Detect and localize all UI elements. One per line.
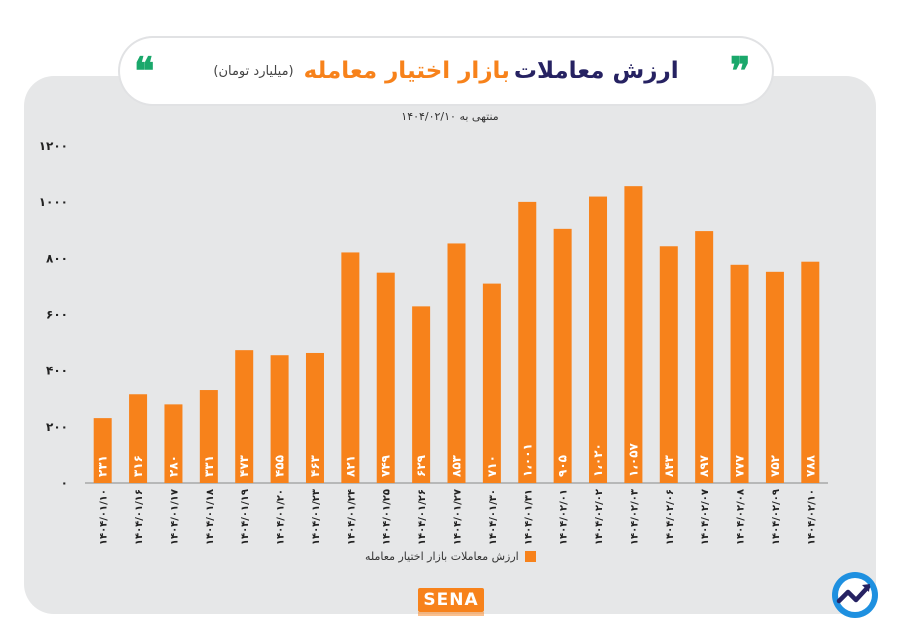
bar-value-label: ۱،۰۵۷ [626,442,640,477]
bar [659,246,678,483]
bar [730,264,749,483]
bar [589,196,608,484]
bar-value-label: ۴۵۵ [273,455,287,477]
chart-title-main: ارزش معاملات [513,58,679,84]
x-tick-label: ۱۴۰۴/۰۱/۳۱ [523,489,534,545]
y-tick-label: ۶۰۰ [46,308,68,322]
bar [412,306,431,483]
bar-value-label: ۱،۰۲۰ [591,443,605,477]
bar [447,243,466,483]
x-tick-label: ۱۴۰۴/۰۲/۰۶ [665,489,676,545]
y-tick-label: ۲۰۰ [46,420,68,434]
bar-value-label: ۸۴۳ [662,454,676,477]
x-tick-label: ۱۴۰۴/۰۲/۰۲ [594,489,605,545]
x-tick-label: ۱۴۰۴/۰۱/۲۷ [453,489,464,545]
bar-value-label: ۶۲۹ [414,454,428,477]
bar-value-label: ۲۳۱ [96,455,110,477]
bar [553,228,572,483]
y-tick-label: ۸۰۰ [46,251,68,265]
sena-logo-underline [418,612,484,616]
x-tick-label: ۱۴۰۴/۰۲/۰۷ [700,489,711,545]
bar [93,418,112,483]
x-tick-label: ۱۴۰۴/۰۱/۳۰ [488,489,499,545]
bar-value-label: ۷۵۲ [768,454,782,477]
bar-value-label: ۷۴۹ [379,454,393,477]
bar [518,201,537,483]
bar-value-label: ۳۱۶ [131,455,145,477]
open-quote-icon: ❝ [134,48,155,93]
bar-value-label: ۳۳۱ [202,455,216,477]
bar [305,352,324,483]
bar-value-label: ۲۸۰ [166,455,180,477]
y-tick-label: ۰ [61,476,68,490]
bar [765,271,784,483]
x-tick-label: ۱۴۰۴/۰۱/۲۶ [417,489,428,545]
x-tick-label: ۱۴۰۴/۰۱/۲۴ [346,489,357,545]
close-quote-icon: ❞ [730,48,751,93]
x-tick-label: ۱۴۰۴/۰۱/۲۳ [311,489,322,545]
bar-value-label: ۸۹۷ [697,454,711,477]
x-tick-label: ۱۴۰۴/۰۲/۰۱ [559,489,570,545]
bar-value-label: ۹۰۵ [556,455,570,477]
x-tick-label: ۱۴۰۴/۰۱/۱۶ [134,489,145,545]
x-tick-label: ۱۴۰۴/۰۲/۰۹ [771,489,782,545]
bar-value-label: ۷۷۷ [733,454,747,477]
bar [129,394,148,483]
bar-value-label: ۷۸۸ [803,454,817,477]
chart-title-accent: بازار اختیار معامله [303,58,510,84]
chart-subtitle: منتهی به ۱۴۰۴/۰۲/۱۰ [401,110,499,123]
trend-logo-icon [832,572,878,618]
legend-swatch [524,551,536,562]
x-tick-label: ۱۴۰۴/۰۲/۰۸ [736,489,747,545]
bar-value-label: ۱،۰۰۱ [520,443,534,477]
bar [376,272,395,483]
x-tick-label: ۱۴۰۴/۰۱/۲۵ [382,489,393,545]
x-tick-label: ۱۴۰۴/۰۱/۱۷ [169,489,180,545]
legend-label: ارزش معاملات بازار اختیار معامله [365,550,519,563]
x-tick-label: ۱۴۰۴/۰۱/۱۹ [240,489,251,545]
legend: ارزش معاملات بازار اختیار معامله [365,550,536,563]
bar [199,390,218,483]
x-tick-label: ۱۴۰۴/۰۲/۱۰ [806,489,817,545]
y-tick-label: ۴۰۰ [46,364,68,378]
bar-value-label: ۸۵۳ [450,454,464,477]
bar [695,231,714,483]
bar [624,186,643,483]
x-tick-label: ۱۴۰۴/۰۲/۰۳ [629,489,640,545]
sena-logo: SENA [418,588,484,612]
bar-value-label: ۴۷۳ [237,454,251,477]
bar [270,355,289,483]
x-tick-label: ۱۴۰۴/۰۱/۲۰ [276,489,287,545]
bar-value-label: ۸۲۱ [343,455,357,477]
x-tick-label: ۱۴۰۴/۰۱/۱۸ [205,489,216,545]
bar [341,252,360,483]
y-tick-label: ۱۰۰۰ [39,195,68,209]
title-banner: ارزش معاملات بازار اختیار معامله (میلیار… [120,38,772,104]
bar [801,261,820,483]
bar [164,404,183,483]
chart-title-unit: (میلیارد تومان) [213,63,294,79]
bar-value-label: ۴۶۳ [308,454,322,477]
bar-value-label: ۷۱۰ [485,455,499,477]
bar [482,283,501,483]
bar [235,350,254,483]
x-tick-label: ۱۴۰۴/۰۱/۱۰ [99,489,110,545]
y-tick-label: ۱۲۰۰ [39,139,68,153]
